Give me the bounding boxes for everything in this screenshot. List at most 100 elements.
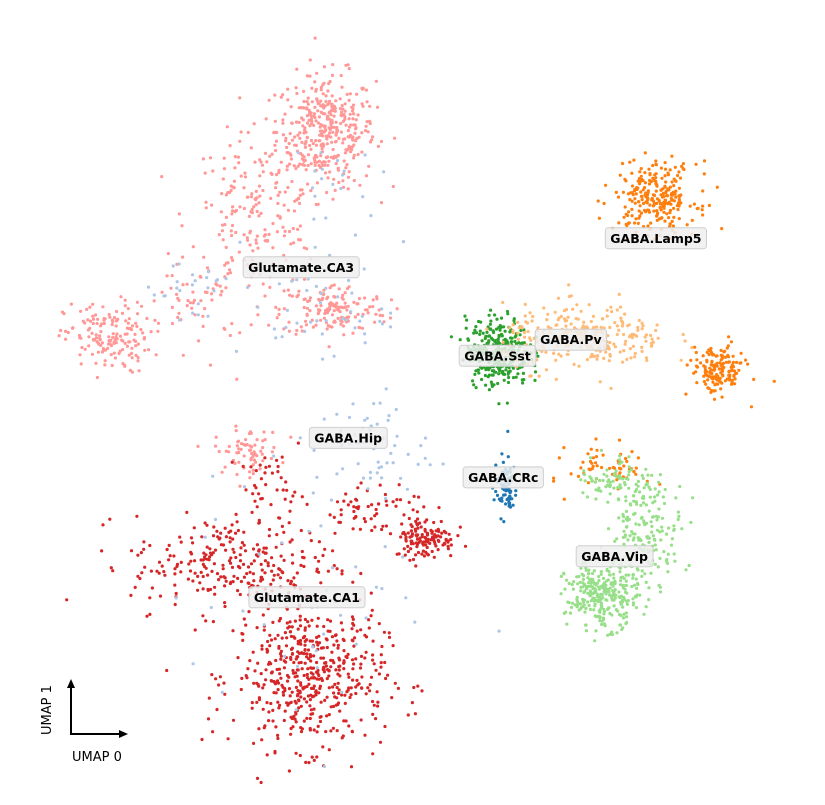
scatter-point xyxy=(268,285,272,289)
scatter-point xyxy=(622,215,626,219)
scatter-point xyxy=(191,301,195,305)
scatter-point xyxy=(224,277,228,281)
scatter-point xyxy=(328,619,333,623)
scatter-point xyxy=(348,92,352,96)
scatter-point xyxy=(639,211,644,215)
scatter-point xyxy=(632,536,636,540)
scatter-point xyxy=(356,113,360,117)
scatter-point xyxy=(589,319,593,324)
scatter-point xyxy=(121,339,125,343)
scatter-point xyxy=(268,154,272,158)
scatter-point xyxy=(465,318,469,322)
scatter-point xyxy=(292,714,296,719)
scatter-point xyxy=(305,100,309,104)
scatter-point xyxy=(358,666,363,670)
scatter-point xyxy=(189,552,194,556)
scatter-point xyxy=(256,661,260,665)
scatter-point xyxy=(332,109,336,113)
scatter-point xyxy=(257,552,261,556)
scatter-point xyxy=(250,208,254,212)
cluster-label-gaba-vip: GABA.Vip xyxy=(581,549,648,564)
scatter-point xyxy=(336,646,340,650)
scatter-point xyxy=(626,192,631,196)
scatter-point xyxy=(634,577,638,581)
scatter-point xyxy=(630,191,634,195)
scatter-point xyxy=(275,173,279,177)
scatter-point xyxy=(354,514,358,519)
scatter-point xyxy=(640,515,644,520)
scatter-point xyxy=(584,568,588,573)
scatter-point xyxy=(213,444,218,448)
scatter-point xyxy=(85,307,89,311)
scatter-point xyxy=(107,335,111,339)
scatter-point xyxy=(113,339,117,343)
scatter-point xyxy=(396,686,400,691)
scatter-point xyxy=(100,549,104,553)
scatter-point xyxy=(415,522,419,526)
scatter-point xyxy=(333,188,337,192)
scatter-point xyxy=(640,569,644,573)
scatter-point xyxy=(677,170,681,174)
scatter-point xyxy=(234,230,238,235)
scatter-point xyxy=(237,460,241,464)
scatter-point xyxy=(330,284,334,288)
scatter-point xyxy=(290,121,294,125)
scatter-point xyxy=(644,339,648,343)
scatter-point xyxy=(175,564,179,569)
scatter-point xyxy=(632,470,636,474)
scatter-point xyxy=(652,537,657,541)
scatter-point xyxy=(352,300,356,304)
scatter-point xyxy=(322,160,326,164)
scatter-point xyxy=(364,174,369,178)
scatter-point xyxy=(308,704,312,708)
scatter-point xyxy=(245,195,249,199)
scatter-point xyxy=(369,591,373,595)
scatter-point xyxy=(329,123,333,127)
scatter-point xyxy=(255,234,259,238)
scatter-point xyxy=(556,296,561,300)
scatter-point xyxy=(624,573,628,577)
scatter-point xyxy=(134,344,138,348)
scatter-point xyxy=(275,533,279,537)
scatter-point xyxy=(584,629,589,633)
scatter-point xyxy=(664,191,668,195)
scatter-point xyxy=(377,466,381,470)
scatter-point xyxy=(310,618,314,622)
scatter-point xyxy=(249,431,253,435)
scatter-point xyxy=(247,214,251,218)
scatter-point xyxy=(309,162,313,166)
scatter-point xyxy=(231,185,235,189)
scatter-point xyxy=(312,684,316,688)
scatter-point xyxy=(208,587,213,592)
scatter-point xyxy=(133,332,137,336)
scatter-point xyxy=(632,494,636,498)
scatter-point xyxy=(483,373,487,378)
scatter-point xyxy=(441,462,445,466)
scatter-point xyxy=(592,354,596,359)
scatter-point xyxy=(243,171,247,175)
scatter-point xyxy=(299,528,303,533)
scatter-point xyxy=(128,368,132,372)
scatter-point xyxy=(339,613,343,617)
scatter-point xyxy=(491,373,495,377)
scatter-point xyxy=(341,324,345,328)
scatter-point xyxy=(124,319,128,323)
scatter-point xyxy=(621,586,626,590)
scatter-point xyxy=(157,571,161,575)
scatter-point xyxy=(248,448,253,452)
scatter-point xyxy=(333,320,337,324)
scatter-point xyxy=(391,184,395,189)
scatter-point xyxy=(293,717,297,721)
scatter-point xyxy=(587,581,591,585)
scatter-point xyxy=(213,548,218,552)
scatter-point xyxy=(680,164,684,168)
scatter-point xyxy=(107,342,111,346)
scatter-point xyxy=(348,145,352,149)
scatter-point xyxy=(576,582,580,586)
scatter-point xyxy=(497,372,501,376)
scatter-point xyxy=(660,216,664,220)
scatter-point xyxy=(253,160,257,164)
scatter-point xyxy=(261,459,265,463)
scatter-point xyxy=(571,307,575,311)
scatter-point xyxy=(351,117,355,121)
